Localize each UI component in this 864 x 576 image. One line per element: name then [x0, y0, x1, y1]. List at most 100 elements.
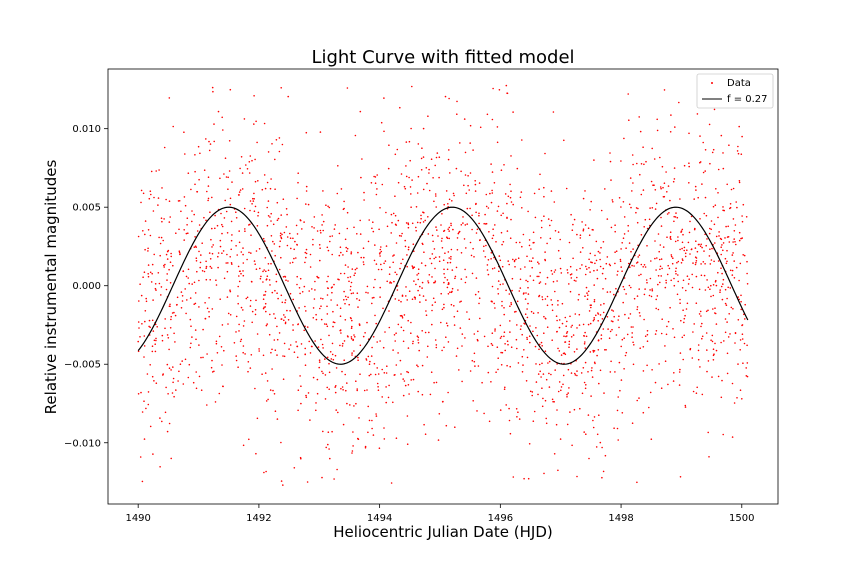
data-point — [211, 371, 214, 373]
data-point — [642, 146, 644, 148]
data-point — [345, 298, 348, 301]
data-point — [327, 431, 330, 434]
data-point — [447, 341, 450, 343]
data-point — [669, 306, 671, 309]
data-point — [354, 268, 357, 271]
data-point — [491, 344, 494, 347]
data-point — [451, 269, 454, 271]
data-point — [566, 423, 569, 426]
data-point — [450, 222, 452, 225]
data-point — [222, 250, 225, 252]
data-point — [312, 307, 315, 309]
data-point — [490, 342, 493, 345]
data-point — [239, 189, 242, 191]
data-point — [683, 321, 685, 324]
data-point — [623, 337, 625, 340]
data-point — [379, 207, 381, 209]
data-point — [211, 196, 213, 199]
data-point — [278, 137, 281, 139]
data-point — [539, 343, 541, 346]
data-point — [446, 237, 449, 239]
data-point — [428, 331, 430, 334]
data-point — [313, 298, 316, 300]
data-point — [447, 391, 449, 394]
data-point — [351, 352, 353, 354]
data-point — [409, 159, 412, 162]
data-point — [137, 340, 139, 343]
data-point — [556, 319, 558, 322]
data-point — [553, 271, 556, 273]
data-point — [350, 281, 353, 284]
data-point — [404, 384, 407, 387]
data-point — [655, 307, 657, 310]
data-point — [675, 267, 677, 270]
data-point — [464, 224, 467, 226]
data-point — [339, 344, 341, 347]
data-point — [511, 289, 513, 292]
data-point — [693, 198, 695, 200]
data-point — [226, 270, 229, 273]
data-point — [283, 355, 286, 358]
data-point — [582, 228, 585, 230]
data-point — [683, 246, 686, 249]
data-point — [724, 237, 726, 239]
data-point — [659, 265, 662, 268]
data-point — [405, 222, 408, 224]
data-point — [251, 321, 253, 324]
data-point — [411, 298, 414, 301]
data-point — [435, 195, 437, 197]
data-point — [631, 264, 633, 267]
data-point — [665, 279, 667, 282]
data-point — [711, 340, 714, 343]
data-point — [673, 336, 676, 339]
data-point — [735, 266, 738, 269]
data-point — [507, 260, 510, 262]
data-point — [440, 240, 443, 242]
data-point — [642, 189, 645, 191]
data-point — [714, 204, 717, 206]
data-point — [655, 269, 657, 271]
data-point — [685, 308, 688, 310]
data-point — [229, 289, 231, 292]
data-point — [174, 341, 176, 343]
data-point — [397, 323, 400, 326]
data-point — [588, 258, 590, 261]
data-point — [518, 290, 521, 292]
data-point — [217, 255, 219, 258]
data-point — [221, 225, 224, 228]
data-point — [719, 289, 721, 291]
data-point — [720, 341, 722, 344]
data-point — [215, 284, 218, 286]
data-point — [208, 140, 210, 143]
data-point — [542, 373, 545, 375]
data-point — [305, 190, 308, 192]
data-point — [218, 392, 221, 395]
data-point — [452, 228, 454, 231]
data-point — [678, 384, 681, 386]
data-point — [596, 354, 598, 357]
data-point — [732, 218, 735, 220]
data-point — [745, 367, 747, 369]
data-point — [151, 350, 154, 353]
data-point — [732, 187, 735, 190]
data-point — [252, 200, 255, 202]
data-point — [256, 225, 259, 227]
data-point — [563, 335, 565, 338]
data-point — [181, 300, 184, 302]
data-point — [305, 131, 308, 134]
data-point — [593, 299, 596, 301]
data-point — [250, 354, 253, 356]
data-point — [400, 300, 402, 303]
data-point — [709, 248, 711, 250]
data-point — [699, 218, 701, 220]
data-point — [253, 260, 256, 262]
data-point — [314, 340, 316, 342]
data-point — [551, 303, 554, 306]
data-point — [700, 325, 702, 328]
data-point — [496, 346, 499, 349]
data-point — [331, 291, 333, 294]
data-point — [153, 253, 155, 256]
data-point — [620, 160, 622, 162]
data-point — [584, 361, 587, 364]
data-point — [632, 326, 634, 328]
